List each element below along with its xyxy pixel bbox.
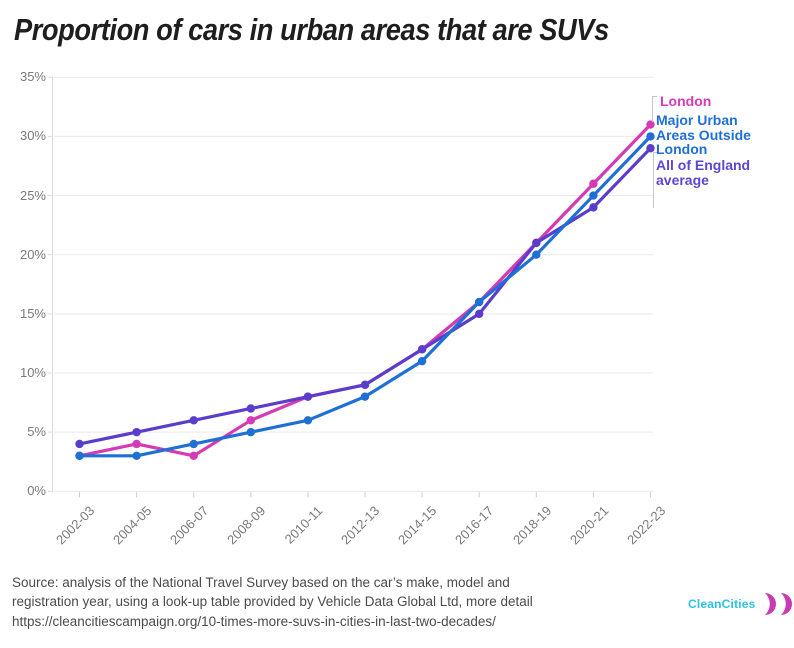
data-point [532,238,541,248]
legend-leader-london-foot [652,96,657,97]
data-point [646,132,655,141]
cleancities-logo-text: CleanCities [688,597,756,611]
data-point [589,191,598,200]
legend-label-england-average: All of England average [656,157,751,188]
data-point [246,416,255,425]
y-axis-label: 35% [19,69,46,85]
legend-label-london: London [660,93,712,109]
source-attribution: Source: analysis of the National Travel … [12,575,533,629]
data-point [189,439,198,449]
data-point [589,179,598,188]
data-point [132,427,141,437]
legend-leader-london [652,96,653,122]
data-point [589,203,598,212]
data-point [417,356,427,366]
data-point [360,380,370,390]
y-axis-label: 5% [27,424,46,440]
data-point [189,451,198,461]
y-axis-label: 0% [27,483,46,499]
legend-leader-england-foot [653,152,658,153]
data-point [132,439,141,449]
data-point [532,250,541,259]
series-line-major-urban-areas-outside-london [77,134,653,458]
data-point [303,392,313,401]
y-axis-label: 30% [19,128,46,144]
series-line-london [77,122,653,458]
data-point [475,297,484,307]
y-axis-label: 10% [19,365,46,380]
data-point [246,427,255,437]
data-point [132,451,141,461]
y-axis-label: 15% [19,305,46,321]
y-axis-label: 20% [19,246,46,262]
data-point [417,345,427,354]
data-point [360,392,370,401]
line-chart [47,76,655,498]
legend-leader-england [653,152,654,208]
y-axis-label: 25% [19,187,46,203]
data-point [189,416,198,425]
data-point [303,416,313,425]
data-point [475,309,484,319]
data-point [246,404,255,413]
data-point [75,451,84,461]
data-point [75,439,84,449]
data-point [646,120,655,129]
cleancities-logo: CleanCities [688,593,794,615]
cleancities-logo-mark-icon [764,593,792,615]
data-point [646,144,655,153]
legend-label-major-urban: Major Urban Areas Outside London [656,112,751,157]
page-title: Proportion of cars in urban areas that a… [14,12,609,47]
